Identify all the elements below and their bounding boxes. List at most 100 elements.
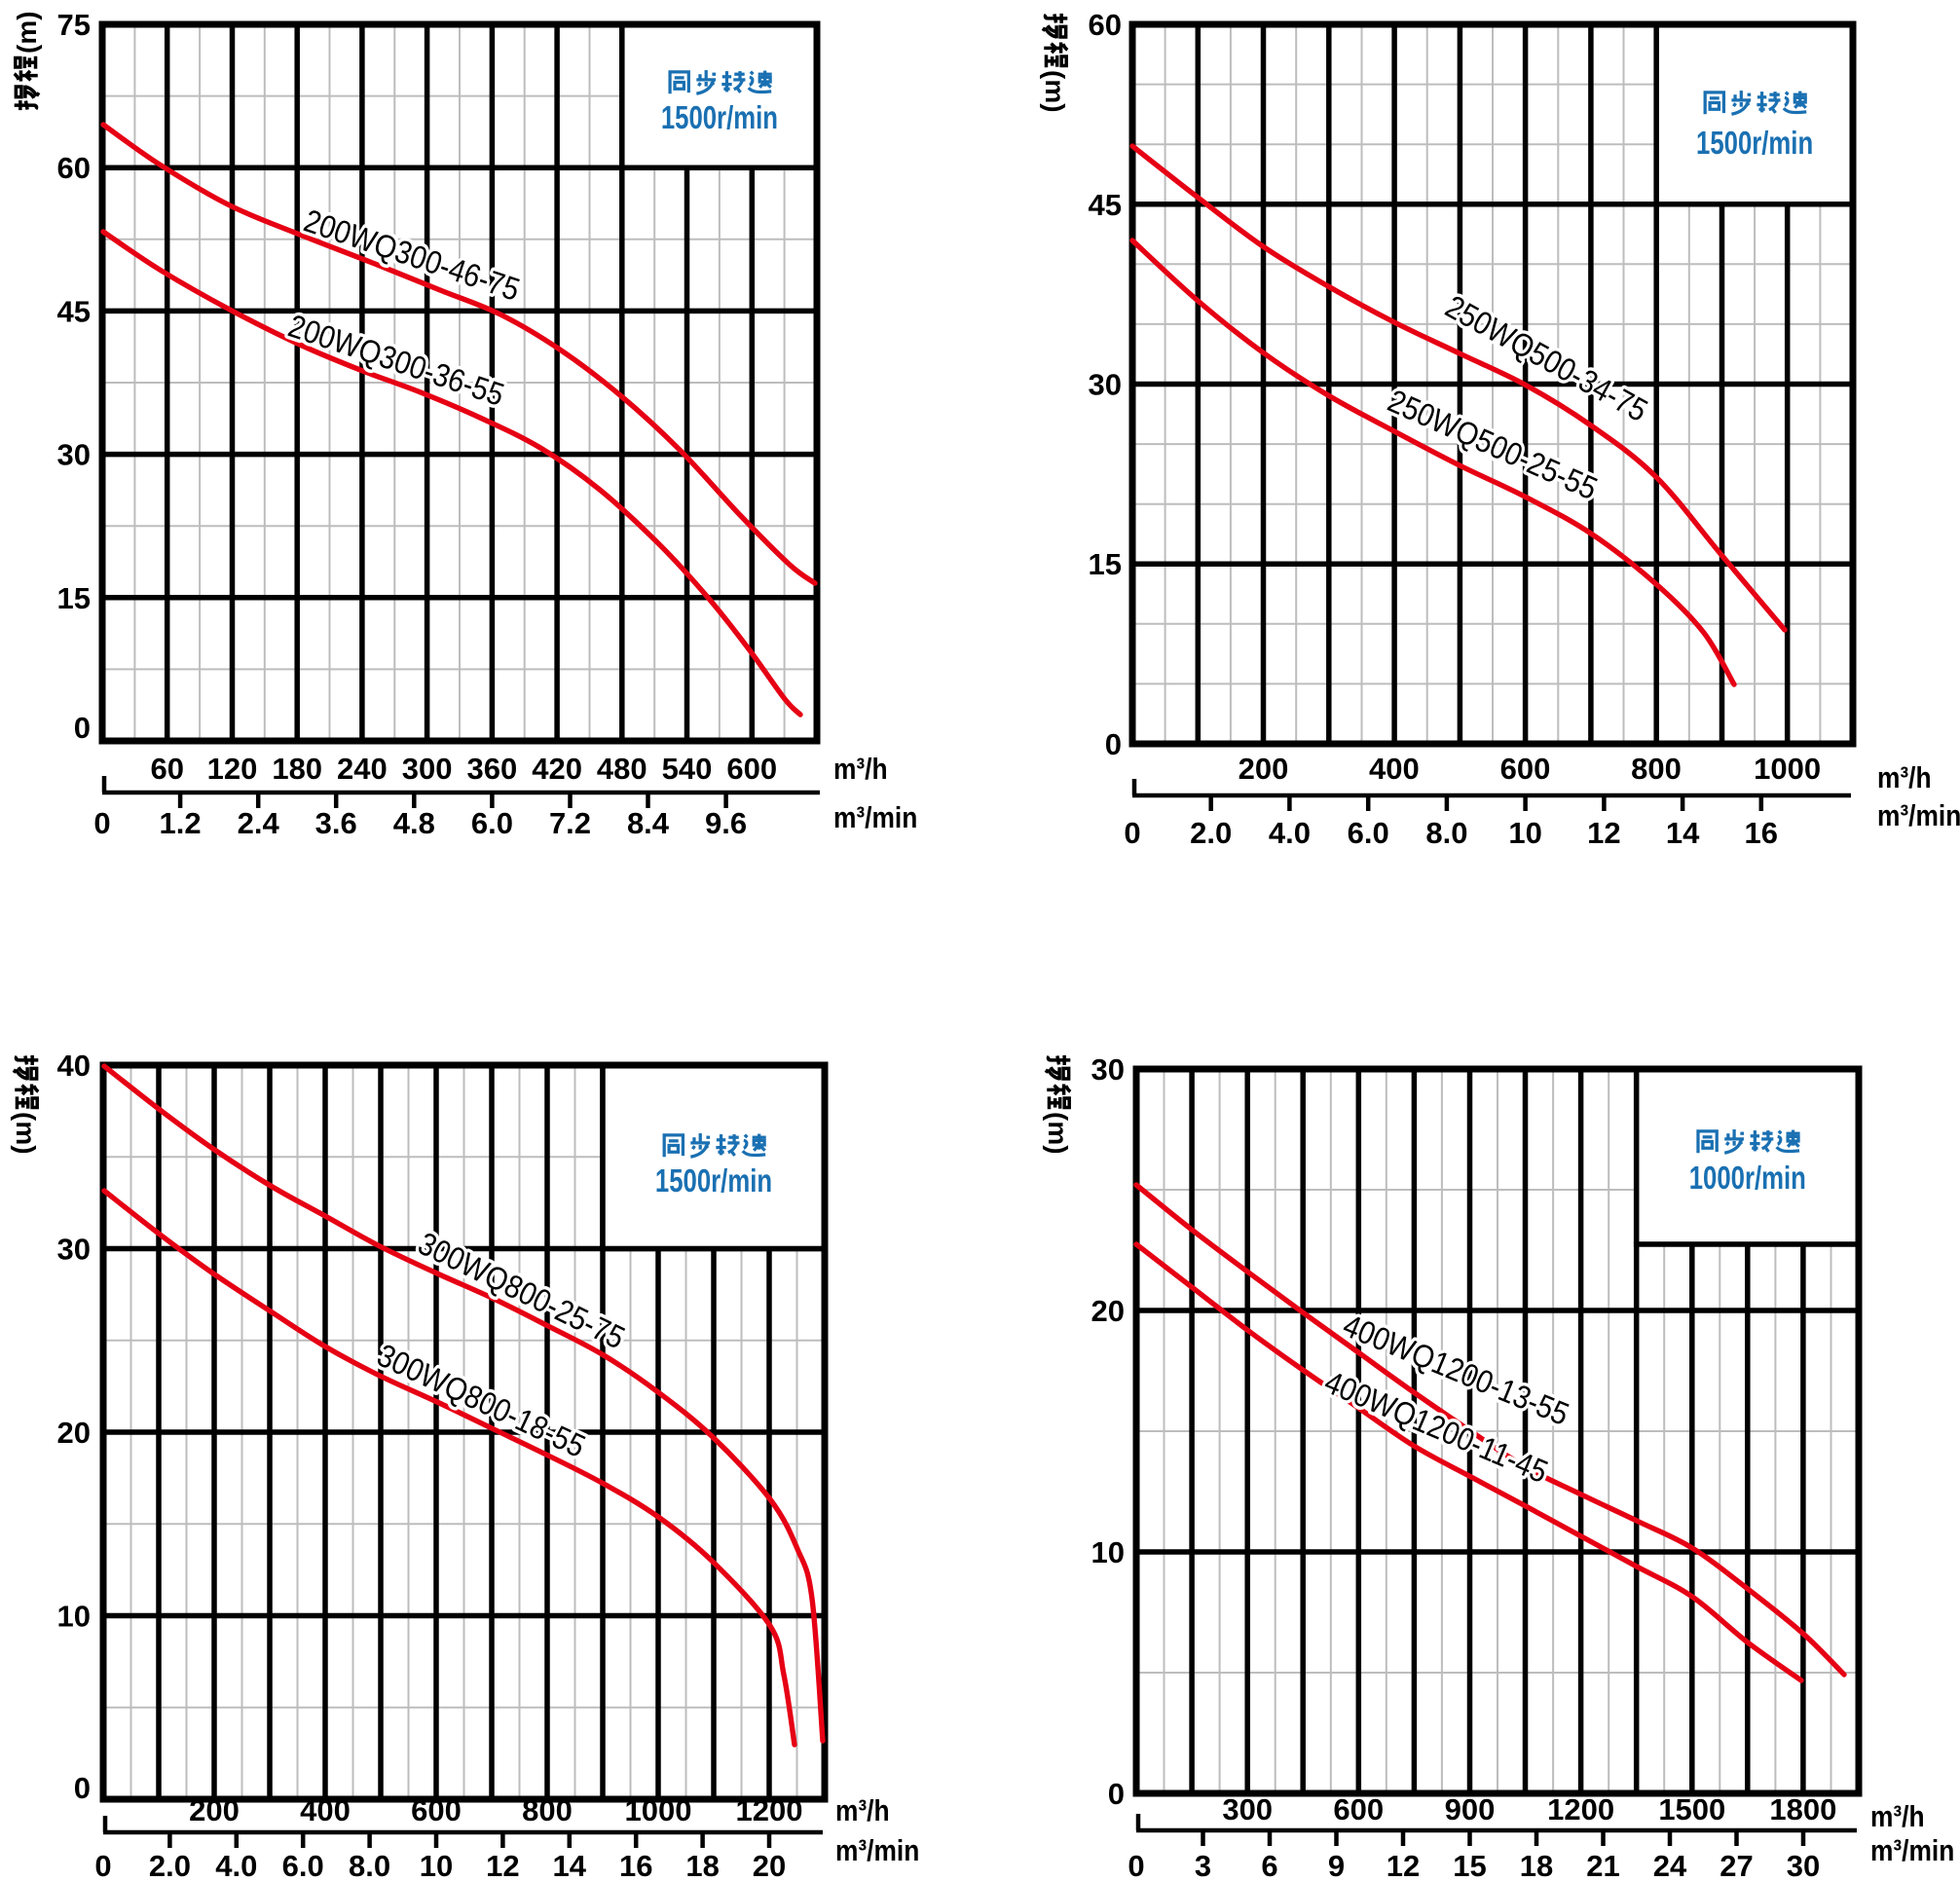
svg-text:800: 800 bbox=[1631, 752, 1682, 786]
svg-text:1500r/min: 1500r/min bbox=[1696, 126, 1813, 162]
svg-text:1.2: 1.2 bbox=[160, 806, 202, 840]
svg-text:240: 240 bbox=[337, 752, 388, 786]
svg-text:1500: 1500 bbox=[1658, 1792, 1725, 1826]
svg-text:0: 0 bbox=[1124, 816, 1140, 850]
svg-text:0: 0 bbox=[1128, 1849, 1144, 1881]
svg-text:30: 30 bbox=[1787, 1849, 1820, 1881]
svg-text:m³/h: m³/h bbox=[1877, 761, 1932, 794]
svg-text:0: 0 bbox=[1108, 1777, 1125, 1811]
svg-text:9: 9 bbox=[1328, 1849, 1345, 1881]
svg-text:14: 14 bbox=[1666, 816, 1700, 850]
svg-text:60: 60 bbox=[150, 752, 183, 786]
svg-text:m³/h: m³/h bbox=[1870, 1800, 1925, 1833]
svg-text:40: 40 bbox=[57, 1049, 91, 1083]
svg-text:8.0: 8.0 bbox=[1425, 816, 1467, 850]
svg-text:3: 3 bbox=[1195, 1849, 1211, 1881]
svg-text:10: 10 bbox=[420, 1849, 453, 1881]
svg-text:7.2: 7.2 bbox=[549, 806, 591, 840]
svg-text:800: 800 bbox=[522, 1793, 573, 1827]
svg-text:m³/h: m³/h bbox=[835, 1794, 890, 1827]
svg-text:75: 75 bbox=[57, 8, 91, 42]
svg-text:10: 10 bbox=[1508, 816, 1541, 850]
svg-text:45: 45 bbox=[1089, 188, 1122, 222]
svg-text:8.4: 8.4 bbox=[627, 806, 670, 840]
svg-text:540: 540 bbox=[662, 752, 713, 786]
svg-text:6.0: 6.0 bbox=[471, 806, 513, 840]
svg-text:6.0: 6.0 bbox=[282, 1849, 324, 1881]
svg-text:(m): (m) bbox=[11, 1112, 41, 1155]
svg-text:30: 30 bbox=[57, 438, 91, 472]
svg-text:0: 0 bbox=[94, 1849, 111, 1881]
svg-text:2.4: 2.4 bbox=[238, 806, 280, 840]
svg-text:600: 600 bbox=[1333, 1792, 1384, 1826]
svg-text:360: 360 bbox=[467, 752, 518, 786]
svg-text:15: 15 bbox=[1089, 547, 1122, 581]
svg-text:0: 0 bbox=[93, 806, 110, 840]
svg-text:m³/min: m³/min bbox=[833, 801, 917, 834]
svg-text:21: 21 bbox=[1586, 1849, 1619, 1881]
svg-text:600: 600 bbox=[726, 752, 777, 786]
svg-text:420: 420 bbox=[532, 752, 582, 786]
svg-text:1200: 1200 bbox=[1547, 1792, 1614, 1826]
svg-text:30: 30 bbox=[1089, 368, 1122, 402]
svg-text:8.0: 8.0 bbox=[349, 1849, 390, 1881]
svg-text:10: 10 bbox=[57, 1600, 91, 1634]
svg-text:20: 20 bbox=[1091, 1294, 1125, 1328]
svg-text:18: 18 bbox=[685, 1849, 719, 1881]
svg-text:15: 15 bbox=[57, 581, 91, 615]
svg-text:1000: 1000 bbox=[1754, 752, 1821, 786]
svg-text:480: 480 bbox=[597, 752, 647, 786]
svg-text:120: 120 bbox=[207, 752, 258, 786]
svg-text:1800: 1800 bbox=[1769, 1792, 1836, 1826]
svg-text:6.0: 6.0 bbox=[1348, 816, 1389, 850]
svg-text:20: 20 bbox=[57, 1416, 91, 1450]
svg-text:9.6: 9.6 bbox=[705, 806, 747, 840]
svg-text:(m): (m) bbox=[1043, 1112, 1073, 1155]
svg-text:600: 600 bbox=[1500, 752, 1551, 786]
svg-text:2.0: 2.0 bbox=[1190, 816, 1232, 850]
svg-text:4.0: 4.0 bbox=[215, 1849, 257, 1881]
svg-text:30: 30 bbox=[1091, 1052, 1125, 1087]
svg-text:300: 300 bbox=[1222, 1792, 1273, 1826]
svg-text:300: 300 bbox=[402, 752, 453, 786]
svg-text:1500r/min: 1500r/min bbox=[661, 100, 778, 136]
svg-text:27: 27 bbox=[1720, 1849, 1753, 1881]
svg-text:1000: 1000 bbox=[625, 1793, 692, 1827]
svg-text:600: 600 bbox=[411, 1793, 462, 1827]
svg-text:60: 60 bbox=[1089, 8, 1122, 42]
svg-text:900: 900 bbox=[1445, 1792, 1496, 1826]
svg-text:12: 12 bbox=[486, 1849, 519, 1881]
svg-text:180: 180 bbox=[272, 752, 322, 786]
svg-text:12: 12 bbox=[1587, 816, 1620, 850]
svg-text:200: 200 bbox=[1239, 752, 1289, 786]
svg-text:(m): (m) bbox=[12, 11, 42, 54]
svg-text:m³/min: m³/min bbox=[1877, 799, 1960, 832]
svg-text:16: 16 bbox=[619, 1849, 652, 1881]
svg-text:45: 45 bbox=[57, 294, 91, 328]
svg-text:0: 0 bbox=[74, 1771, 91, 1805]
svg-text:20: 20 bbox=[753, 1849, 786, 1881]
svg-text:1200: 1200 bbox=[736, 1793, 803, 1827]
svg-text:400: 400 bbox=[300, 1793, 351, 1827]
svg-text:4.8: 4.8 bbox=[393, 806, 435, 840]
svg-text:0: 0 bbox=[74, 711, 91, 745]
svg-text:10: 10 bbox=[1091, 1535, 1125, 1569]
svg-text:12: 12 bbox=[1387, 1849, 1420, 1881]
svg-text:16: 16 bbox=[1745, 816, 1778, 850]
svg-text:14: 14 bbox=[553, 1849, 587, 1881]
svg-text:3.6: 3.6 bbox=[315, 806, 357, 840]
svg-text:15: 15 bbox=[1453, 1849, 1486, 1881]
svg-text:6: 6 bbox=[1261, 1849, 1277, 1881]
svg-text:60: 60 bbox=[57, 151, 91, 185]
svg-text:1500r/min: 1500r/min bbox=[655, 1163, 772, 1199]
svg-text:24: 24 bbox=[1653, 1849, 1687, 1881]
svg-text:400: 400 bbox=[1369, 752, 1420, 786]
svg-text:18: 18 bbox=[1520, 1849, 1553, 1881]
svg-text:m³/min: m³/min bbox=[835, 1834, 919, 1867]
svg-text:200: 200 bbox=[189, 1793, 240, 1827]
svg-text:2.0: 2.0 bbox=[149, 1849, 191, 1881]
svg-text:m³/h: m³/h bbox=[833, 753, 888, 786]
svg-text:m³/min: m³/min bbox=[1870, 1834, 1954, 1867]
svg-text:30: 30 bbox=[57, 1233, 91, 1267]
svg-text:(m): (m) bbox=[1040, 70, 1070, 113]
